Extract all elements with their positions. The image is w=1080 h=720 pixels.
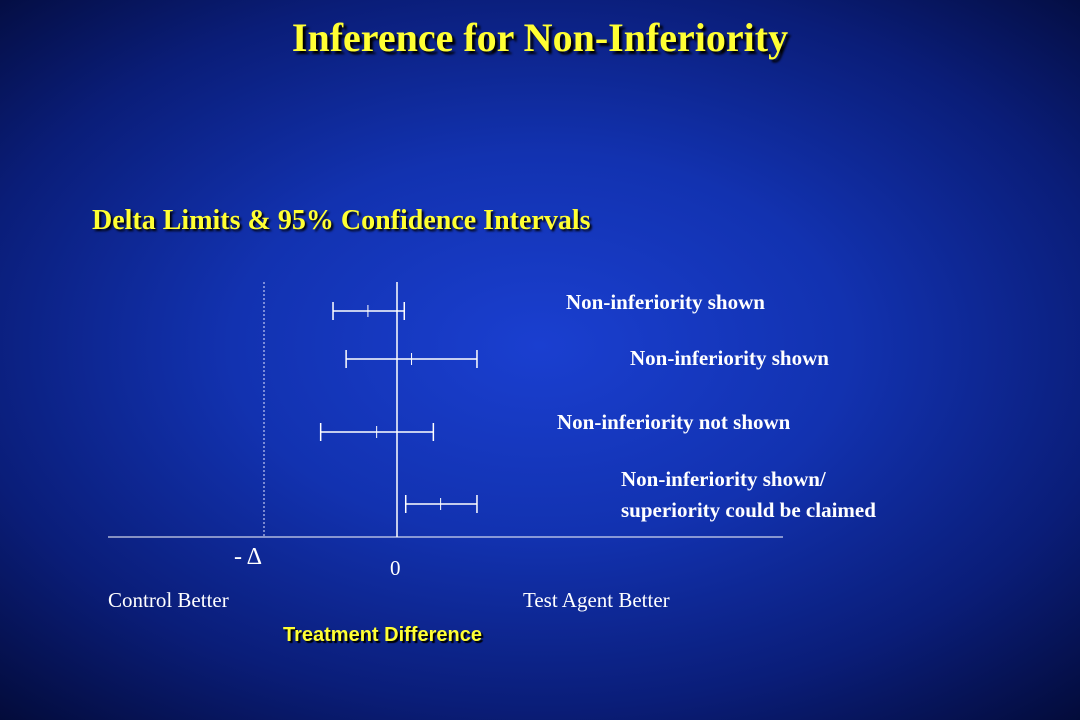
slide-title: Inference for Non-Inferiority [291, 15, 789, 60]
delta-label: - Δ [234, 544, 263, 570]
axis-title: Treatment Difference [283, 624, 482, 646]
ci-intervals [319, 302, 478, 513]
zero-label: 0 [390, 556, 401, 580]
ci-label-4-line-1: Non-inferiority shown/ [621, 467, 826, 491]
ci-label-4: Non-inferiority shown/ superiority could… [621, 464, 876, 526]
test-agent-better-label: Test Agent Better [523, 588, 670, 612]
ci-label-2: Non-inferiority shown [630, 346, 829, 370]
slide-subtitle: Delta Limits & 95% Confidence Intervals [92, 205, 591, 236]
ci-label-4-line-2: superiority could be claimed [621, 498, 876, 522]
ci-label-1: Non-inferiority shown [566, 290, 765, 314]
ci-label-3: Non-inferiority not shown [557, 410, 791, 434]
control-better-label: Control Better [108, 588, 229, 612]
